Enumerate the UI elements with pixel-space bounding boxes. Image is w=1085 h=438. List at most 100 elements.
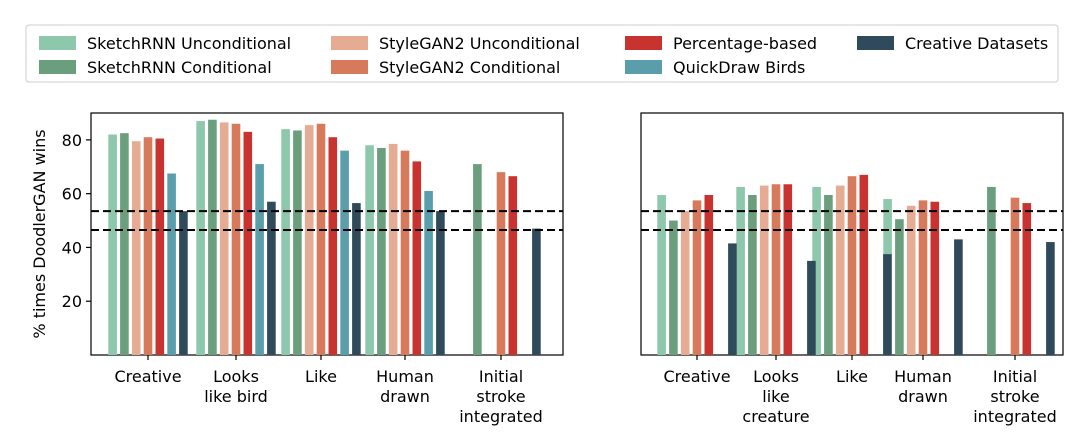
bar xyxy=(131,141,141,355)
bar xyxy=(108,134,117,355)
bar xyxy=(340,150,349,355)
bar xyxy=(930,201,940,355)
bar xyxy=(508,176,518,355)
bar xyxy=(196,121,205,355)
bar xyxy=(1022,203,1032,355)
x-tick-label: Human drawn xyxy=(894,367,952,406)
bar xyxy=(847,176,857,355)
legend-label: SketchRNN Unconditional xyxy=(87,34,291,53)
bar xyxy=(208,119,217,355)
legend-swatch xyxy=(331,60,368,74)
chart-right: Creative Looks like creature Like Human drawn I… xyxy=(640,112,1064,426)
y-tick-label: 80 xyxy=(62,131,82,150)
x-tick-label: Creative xyxy=(663,367,730,386)
legend-label: SketchRNN Conditional xyxy=(87,58,272,77)
bar xyxy=(657,195,666,355)
y-tick-label: 40 xyxy=(62,238,82,257)
legend-item: StyleGAN2 Unconditional xyxy=(331,34,580,53)
y-tick-label: 20 xyxy=(62,292,82,311)
legend-swatch xyxy=(625,36,662,50)
plot-frame xyxy=(90,112,564,356)
legend-label: Percentage-based xyxy=(673,34,817,53)
bar xyxy=(143,137,153,355)
bar xyxy=(219,122,229,356)
bar xyxy=(748,195,757,355)
bar xyxy=(532,228,541,355)
bar xyxy=(906,205,916,355)
legend-label: StyleGAN2 Conditional xyxy=(379,58,560,77)
x-tick-label: Initial stroke integrated xyxy=(459,367,543,426)
legend-swatch xyxy=(857,36,894,50)
bar xyxy=(728,243,737,355)
bar xyxy=(835,185,845,355)
bar xyxy=(824,195,833,355)
bar xyxy=(255,164,264,355)
bar xyxy=(328,137,338,355)
legend-label: QuickDraw Birds xyxy=(673,58,805,77)
bar xyxy=(496,172,506,355)
x-tick-label: Looks like creature xyxy=(742,367,809,426)
bar xyxy=(883,254,892,355)
y-tick-label: 60 xyxy=(62,185,82,204)
bar xyxy=(167,173,176,355)
x-tick-label: Creative xyxy=(114,367,181,386)
bar xyxy=(281,129,290,355)
legend-label: Creative Datasets xyxy=(905,34,1048,53)
legend-swatch xyxy=(331,36,368,50)
legend: SketchRNN Unconditional SketchRNN Conditi… xyxy=(25,24,1059,83)
x-tick-label: Initial stroke integrated xyxy=(973,367,1057,426)
bar xyxy=(388,143,398,355)
legend-item: Creative Datasets xyxy=(857,34,1048,53)
bar xyxy=(243,131,253,355)
bar xyxy=(704,195,714,355)
bar xyxy=(352,203,361,355)
bar xyxy=(424,190,433,355)
bar xyxy=(783,184,793,355)
bar xyxy=(120,133,129,355)
legend-item: StyleGAN2 Conditional xyxy=(331,58,560,77)
legend-item: SketchRNN Unconditional xyxy=(39,34,291,53)
legend-frame xyxy=(25,24,1059,83)
bar xyxy=(179,211,188,355)
bar xyxy=(1046,242,1055,355)
bar xyxy=(680,211,690,355)
x-tick-label: Like xyxy=(836,367,868,386)
legend-item: QuickDraw Birds xyxy=(625,58,805,77)
bar xyxy=(987,186,996,355)
bar xyxy=(231,123,241,355)
bar xyxy=(267,201,276,355)
x-tick-label: Like xyxy=(305,367,337,386)
legend-item: SketchRNN Conditional xyxy=(39,58,272,77)
bar xyxy=(669,220,678,355)
legend-item: Percentage-based xyxy=(625,34,817,53)
bar xyxy=(807,260,816,355)
bar xyxy=(812,186,821,355)
bar xyxy=(736,186,745,355)
bar xyxy=(692,200,702,355)
y-axis-label: % times DoodlerGAN wins xyxy=(30,129,49,338)
bar xyxy=(759,185,769,355)
bar xyxy=(304,125,314,355)
legend-swatch xyxy=(39,36,76,50)
bar xyxy=(771,184,781,355)
legend-label: StyleGAN2 Unconditional xyxy=(379,34,580,53)
legend-swatch xyxy=(39,60,76,74)
bar xyxy=(400,150,410,355)
bar xyxy=(954,239,963,355)
bar xyxy=(293,130,302,355)
x-tick-label: Human drawn xyxy=(376,367,434,406)
legend-swatch xyxy=(625,60,662,74)
x-tick-label: Looks like bird xyxy=(204,367,268,406)
bar xyxy=(918,200,928,355)
bar xyxy=(412,161,422,355)
bar xyxy=(895,219,904,355)
bar xyxy=(436,211,445,355)
bar xyxy=(316,123,326,355)
chart-left: 20 40 60 80 % times DoodlerGAN wins Creative L… xyxy=(30,112,564,426)
bar xyxy=(365,145,374,355)
bar xyxy=(155,138,165,355)
bar xyxy=(1010,197,1020,355)
bar xyxy=(859,174,869,355)
bar xyxy=(377,147,386,355)
